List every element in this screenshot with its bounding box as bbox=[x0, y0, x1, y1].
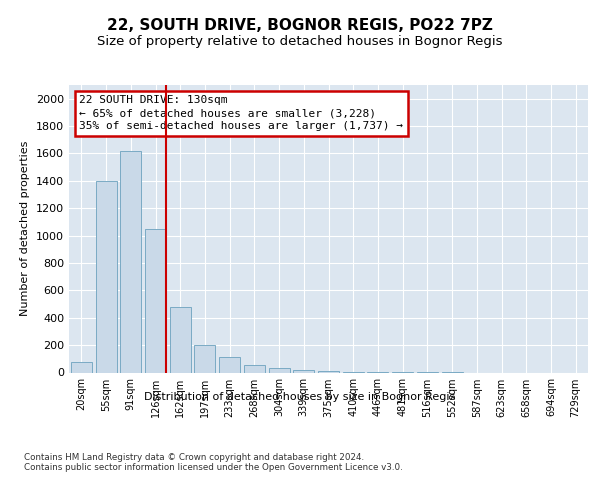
Text: Distribution of detached houses by size in Bognor Regis: Distribution of detached houses by size … bbox=[145, 392, 455, 402]
Bar bbox=[95, 181, 116, 372]
Bar bbox=[219, 358, 240, 372]
Bar bbox=[244, 365, 265, 372]
Bar bbox=[194, 345, 215, 372]
Bar bbox=[170, 307, 191, 372]
Bar bbox=[293, 370, 314, 372]
Bar bbox=[269, 368, 290, 372]
Text: 22, SOUTH DRIVE, BOGNOR REGIS, PO22 7PZ: 22, SOUTH DRIVE, BOGNOR REGIS, PO22 7PZ bbox=[107, 18, 493, 32]
Bar bbox=[318, 371, 339, 372]
Text: Contains HM Land Registry data © Crown copyright and database right 2024.
Contai: Contains HM Land Registry data © Crown c… bbox=[24, 452, 403, 472]
Y-axis label: Number of detached properties: Number of detached properties bbox=[20, 141, 31, 316]
Bar bbox=[71, 362, 92, 372]
Bar bbox=[145, 229, 166, 372]
Text: 22 SOUTH DRIVE: 130sqm
← 65% of detached houses are smaller (3,228)
35% of semi-: 22 SOUTH DRIVE: 130sqm ← 65% of detached… bbox=[79, 95, 403, 132]
Text: Size of property relative to detached houses in Bognor Regis: Size of property relative to detached ho… bbox=[97, 35, 503, 48]
Bar bbox=[120, 150, 141, 372]
